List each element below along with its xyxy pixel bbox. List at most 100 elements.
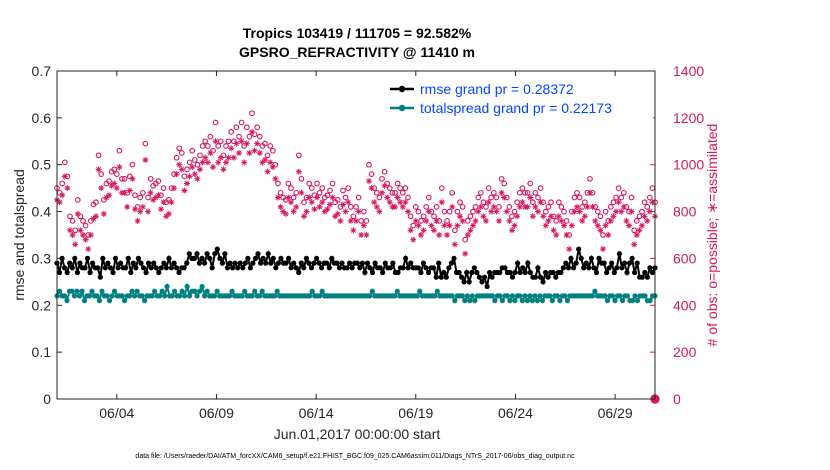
obs-assimilated-point bbox=[269, 164, 276, 171]
spread-point bbox=[524, 298, 531, 304]
obs-assimilated-point bbox=[589, 203, 596, 210]
obs-possible-point bbox=[381, 168, 388, 175]
obs-possible-point bbox=[420, 213, 427, 220]
obs-possible-point bbox=[581, 199, 588, 206]
obs-possible-point bbox=[225, 138, 232, 145]
rmse-point bbox=[415, 265, 421, 271]
spread-point bbox=[509, 293, 515, 299]
obs-assimilated-point bbox=[506, 217, 513, 224]
obs-possible-point bbox=[202, 138, 209, 145]
obs-possible-point bbox=[256, 133, 263, 140]
rmse-point bbox=[632, 269, 638, 276]
obs-possible-point bbox=[314, 180, 320, 187]
obs-assimilated-point bbox=[82, 236, 89, 243]
obs-possible-point bbox=[441, 208, 448, 215]
obs-possible-point bbox=[295, 152, 302, 159]
obs-possible-point bbox=[238, 119, 245, 126]
rmse-point bbox=[74, 269, 80, 276]
obs-assimilated-point bbox=[262, 157, 268, 163]
rmse-point bbox=[387, 265, 393, 271]
obs-assimilated-point bbox=[646, 208, 653, 215]
obs-possible-point bbox=[233, 124, 240, 131]
rmse-point bbox=[624, 269, 630, 276]
obs-possible-point bbox=[462, 236, 469, 243]
rmse-point bbox=[593, 269, 600, 276]
obs-assimilated-point bbox=[204, 159, 211, 166]
obs-possible-point bbox=[561, 208, 567, 215]
rmse-point bbox=[354, 260, 360, 266]
obs-assimilated-point bbox=[436, 232, 443, 238]
spread-point bbox=[612, 298, 618, 304]
obs-assimilated-point bbox=[69, 232, 76, 238]
spread-point bbox=[242, 288, 248, 294]
obs-possible-point bbox=[243, 124, 250, 131]
rmse-point bbox=[293, 265, 299, 271]
legend-marker-rmse bbox=[398, 85, 406, 93]
obs-assimilated-point bbox=[139, 203, 146, 210]
obs-possible-point bbox=[535, 194, 541, 201]
rmse-point bbox=[509, 274, 516, 280]
obs-assimilated-point bbox=[199, 159, 206, 166]
spread-point bbox=[549, 298, 556, 304]
spread-point bbox=[89, 288, 95, 294]
obs-possible-point bbox=[137, 194, 144, 201]
spread-point bbox=[537, 293, 543, 299]
obs-assimilated-point bbox=[649, 199, 656, 206]
rmse-point bbox=[578, 255, 584, 261]
rmse-point bbox=[487, 269, 493, 276]
rmse-point bbox=[230, 265, 236, 271]
obs-possible-point bbox=[254, 124, 261, 131]
obs-possible-point bbox=[438, 185, 445, 191]
spread-point bbox=[122, 298, 128, 304]
legend-label-spread: totalspread grand pr = 0.22173 bbox=[420, 100, 612, 116]
rmse-point bbox=[97, 274, 103, 280]
rmse-point bbox=[586, 265, 592, 271]
x-tick-label: 06/09 bbox=[199, 405, 234, 421]
rmse-point bbox=[591, 265, 597, 271]
rmse-point bbox=[158, 265, 164, 271]
spread-point bbox=[252, 288, 258, 294]
rmse-point bbox=[443, 274, 449, 280]
obs-assimilated-point bbox=[241, 159, 248, 166]
obs-possible-point bbox=[178, 150, 185, 156]
obs-possible-point bbox=[620, 189, 627, 196]
obs-assimilated-point bbox=[145, 208, 151, 215]
obs-assimilated-point bbox=[165, 210, 172, 217]
rmse-point bbox=[194, 251, 200, 257]
rmse-point bbox=[288, 265, 294, 271]
obs-assimilated-point bbox=[566, 246, 573, 253]
obs-assimilated-point bbox=[615, 199, 622, 206]
obs-assimilated-point bbox=[314, 194, 320, 201]
spread-point bbox=[497, 293, 503, 299]
rmse-point bbox=[107, 265, 113, 271]
obs-possible-point bbox=[119, 175, 125, 182]
obs-possible-point bbox=[204, 143, 211, 149]
obs-possible-point bbox=[353, 204, 359, 210]
rmse-point bbox=[123, 265, 129, 271]
rmse-point bbox=[316, 260, 322, 266]
obs-possible-point bbox=[633, 218, 640, 224]
spread-point bbox=[172, 288, 178, 294]
rmse-point bbox=[214, 246, 220, 252]
rmse-point bbox=[199, 255, 205, 261]
obs-assimilated-point bbox=[381, 182, 388, 189]
rmse-point bbox=[418, 269, 424, 276]
obs-assimilated-point bbox=[594, 222, 601, 229]
obs-assimilated-point bbox=[303, 208, 310, 215]
obs-possible-point bbox=[236, 133, 242, 140]
obs-assimilated-point bbox=[256, 150, 263, 156]
obs-possible-point bbox=[132, 192, 138, 199]
rmse-point bbox=[303, 255, 309, 261]
spread-point bbox=[449, 293, 455, 299]
obs-possible-point bbox=[298, 175, 305, 182]
obs-assimilated-point bbox=[173, 171, 180, 178]
rmse-point bbox=[515, 260, 521, 266]
obs-possible-point bbox=[142, 140, 149, 147]
spread-point bbox=[152, 288, 158, 294]
rmse-point bbox=[334, 260, 340, 266]
y-axis-label-right: # of obs: o=possible; ∗=assimilated bbox=[704, 124, 720, 347]
obs-assimilated-point bbox=[464, 232, 471, 238]
obs-assimilated-point bbox=[412, 217, 419, 224]
obs-assimilated-point bbox=[410, 236, 417, 243]
rmse-point bbox=[326, 265, 332, 271]
